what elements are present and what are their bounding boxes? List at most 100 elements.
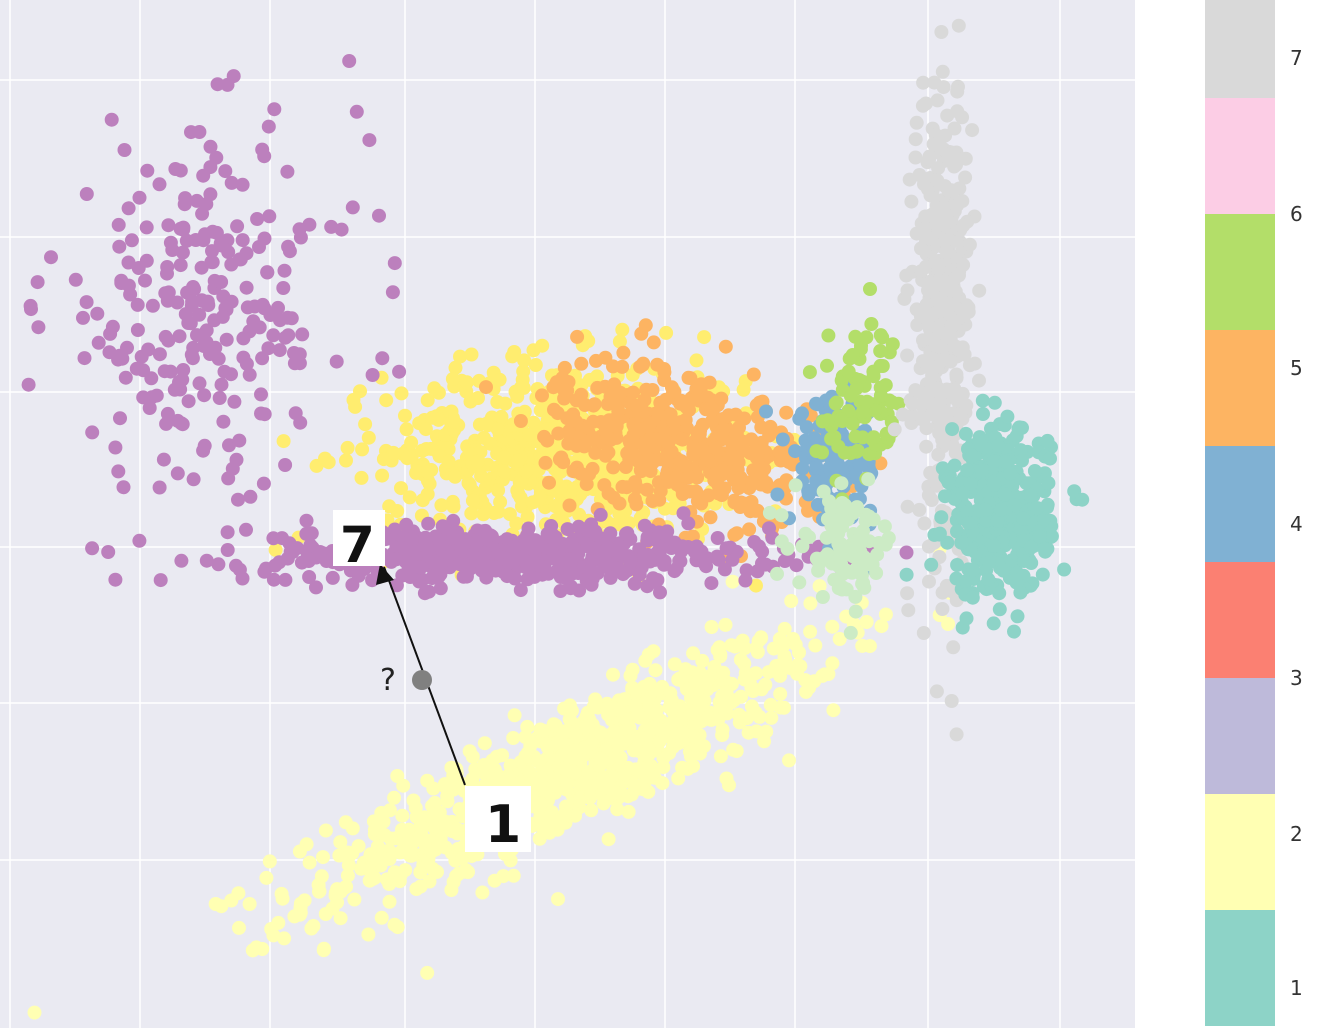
data-point bbox=[825, 619, 840, 634]
data-point bbox=[716, 665, 731, 680]
data-point bbox=[714, 488, 729, 503]
data-point bbox=[662, 746, 677, 761]
data-point bbox=[399, 422, 414, 437]
data-point bbox=[606, 667, 620, 682]
data-point bbox=[232, 252, 247, 267]
data-point bbox=[917, 516, 932, 531]
data-point bbox=[250, 212, 265, 226]
data-point bbox=[272, 343, 287, 358]
data-point bbox=[757, 461, 772, 476]
data-point bbox=[525, 495, 540, 510]
data-point bbox=[612, 733, 627, 748]
data-point bbox=[841, 364, 856, 379]
data-point bbox=[282, 244, 297, 259]
data-point bbox=[231, 886, 246, 901]
data-point bbox=[587, 397, 602, 412]
data-point bbox=[239, 522, 253, 537]
data-point bbox=[610, 802, 625, 817]
data-point bbox=[224, 367, 238, 382]
data-point bbox=[570, 329, 585, 344]
data-point bbox=[975, 393, 990, 408]
data-point bbox=[243, 489, 258, 504]
data-point bbox=[962, 358, 977, 373]
data-point bbox=[421, 584, 436, 599]
data-point bbox=[1035, 567, 1050, 582]
data-point bbox=[653, 541, 668, 555]
data-point bbox=[779, 405, 794, 420]
data-point bbox=[559, 782, 574, 797]
data-point bbox=[513, 583, 528, 598]
data-point bbox=[940, 244, 954, 259]
data-point bbox=[266, 572, 281, 587]
data-point bbox=[860, 394, 875, 409]
data-point bbox=[235, 571, 250, 586]
data-point bbox=[304, 526, 319, 541]
data-point bbox=[725, 574, 740, 589]
data-point bbox=[825, 656, 840, 671]
data-point bbox=[790, 658, 805, 672]
data-point bbox=[520, 509, 535, 524]
data-point bbox=[561, 425, 576, 440]
data-point bbox=[170, 466, 185, 481]
data-point bbox=[726, 742, 741, 757]
data-point bbox=[536, 723, 551, 738]
data-point bbox=[304, 921, 319, 936]
data-point bbox=[295, 327, 310, 342]
data-point bbox=[174, 416, 189, 431]
data-point bbox=[382, 499, 397, 514]
data-point bbox=[671, 771, 686, 786]
data-point bbox=[502, 507, 517, 522]
data-point bbox=[465, 493, 480, 508]
data-point bbox=[259, 561, 273, 576]
data-point bbox=[931, 447, 946, 462]
data-point bbox=[79, 187, 94, 201]
data-point bbox=[379, 393, 394, 408]
data-point bbox=[401, 834, 416, 848]
data-point bbox=[795, 461, 810, 476]
data-point bbox=[160, 293, 175, 308]
data-point bbox=[750, 645, 765, 659]
colorbar-tick-label: 3 bbox=[1290, 666, 1303, 690]
data-point bbox=[44, 250, 58, 265]
data-point bbox=[924, 557, 939, 572]
data-point bbox=[681, 516, 696, 531]
data-point bbox=[192, 307, 207, 322]
data-point bbox=[922, 231, 937, 246]
data-point bbox=[863, 282, 877, 296]
data-point bbox=[788, 478, 803, 493]
data-point bbox=[318, 451, 332, 466]
data-point bbox=[220, 543, 235, 557]
data-point bbox=[944, 183, 959, 198]
data-point bbox=[832, 540, 847, 555]
data-point bbox=[152, 347, 167, 362]
data-point bbox=[446, 513, 461, 528]
data-point bbox=[621, 804, 636, 819]
data-point bbox=[974, 437, 988, 452]
data-point bbox=[447, 414, 462, 429]
data-point bbox=[187, 282, 202, 297]
data-point bbox=[950, 84, 965, 99]
data-point bbox=[597, 478, 612, 493]
data-point bbox=[885, 395, 900, 410]
data-point bbox=[955, 387, 970, 402]
data-point bbox=[403, 848, 418, 863]
data-point bbox=[921, 488, 936, 503]
data-point bbox=[563, 552, 578, 567]
data-point bbox=[652, 525, 666, 540]
data-point bbox=[944, 694, 959, 708]
data-point bbox=[383, 831, 398, 846]
data-point bbox=[560, 522, 575, 537]
data-point bbox=[528, 543, 543, 558]
data-point bbox=[242, 897, 257, 911]
data-point bbox=[232, 433, 247, 448]
data-point bbox=[121, 201, 136, 216]
data-point bbox=[630, 708, 645, 723]
data-point bbox=[454, 540, 468, 555]
data-point bbox=[551, 892, 565, 907]
data-point bbox=[941, 475, 956, 490]
data-point bbox=[991, 438, 1006, 453]
data-point bbox=[402, 490, 417, 505]
data-point bbox=[673, 554, 688, 569]
data-point bbox=[511, 453, 526, 468]
data-point bbox=[255, 142, 270, 157]
